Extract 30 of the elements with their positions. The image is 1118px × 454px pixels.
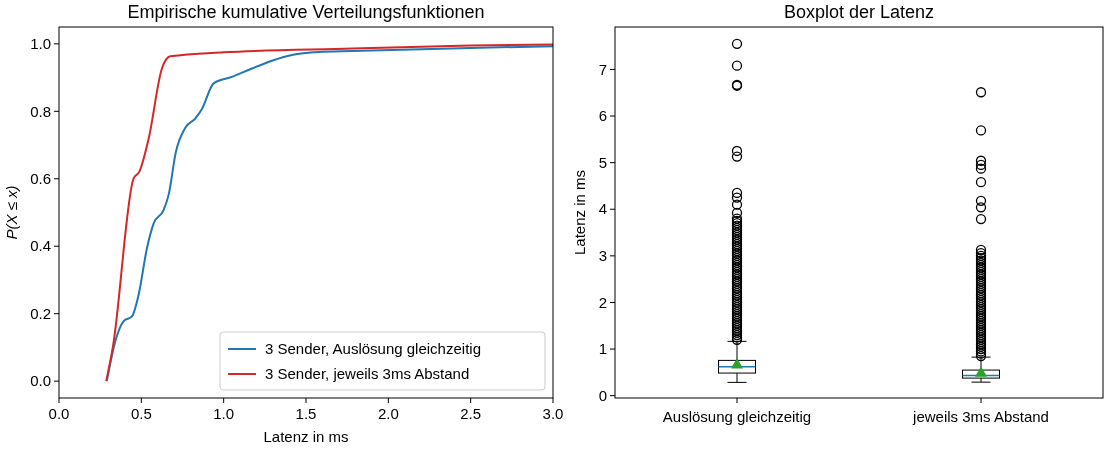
y-axis-title: P(X ≤ x): [3, 185, 20, 240]
x-axis-title: Latenz in ms: [263, 428, 349, 445]
x-tick-label: 1.0: [213, 405, 235, 422]
x-tick-label: 2.0: [377, 405, 399, 422]
y-tick-label: 0.0: [30, 372, 51, 390]
x-tick-label: 0.0: [48, 405, 70, 422]
y-tick-label: 6: [598, 107, 607, 125]
x-tick-label: 1.5: [295, 405, 317, 422]
chart-title: Boxplot der Latenz: [783, 2, 935, 22]
y-tick-label: 0.8: [30, 102, 51, 120]
legend-label: 3 Sender, jeweils 3ms Abstand: [265, 365, 470, 383]
y-tick-label: 3: [598, 247, 607, 265]
chart-title: Empirische kumulative Verteilungsfunktionen: [127, 2, 485, 22]
x-tick-label: 0.5: [130, 405, 152, 422]
y-tick-label: 2: [598, 293, 607, 311]
y-tick-label: 5: [598, 153, 607, 171]
x-tick-label: jeweils 3ms Abstand: [912, 408, 1049, 425]
x-tick-label: Auslösung gleichzeitig: [662, 408, 812, 425]
y-tick-label: 1: [598, 340, 607, 358]
y-tick-label: 1.0: [30, 35, 51, 53]
y-tick-label: 4: [598, 200, 607, 218]
y-tick-label: 0.4: [30, 237, 51, 255]
x-tick-label: 2.5: [460, 405, 482, 422]
y-tick-label: 0.6: [30, 170, 51, 188]
y-axis-title: Latenz in ms: [571, 169, 588, 256]
y-tick-label: 0: [598, 386, 607, 404]
x-tick-label: 3.0: [542, 405, 564, 422]
legend-label: 3 Sender, Auslösung gleichzeitig: [265, 340, 481, 358]
y-tick-label: 7: [598, 60, 607, 78]
y-tick-label: 0.2: [30, 304, 51, 322]
